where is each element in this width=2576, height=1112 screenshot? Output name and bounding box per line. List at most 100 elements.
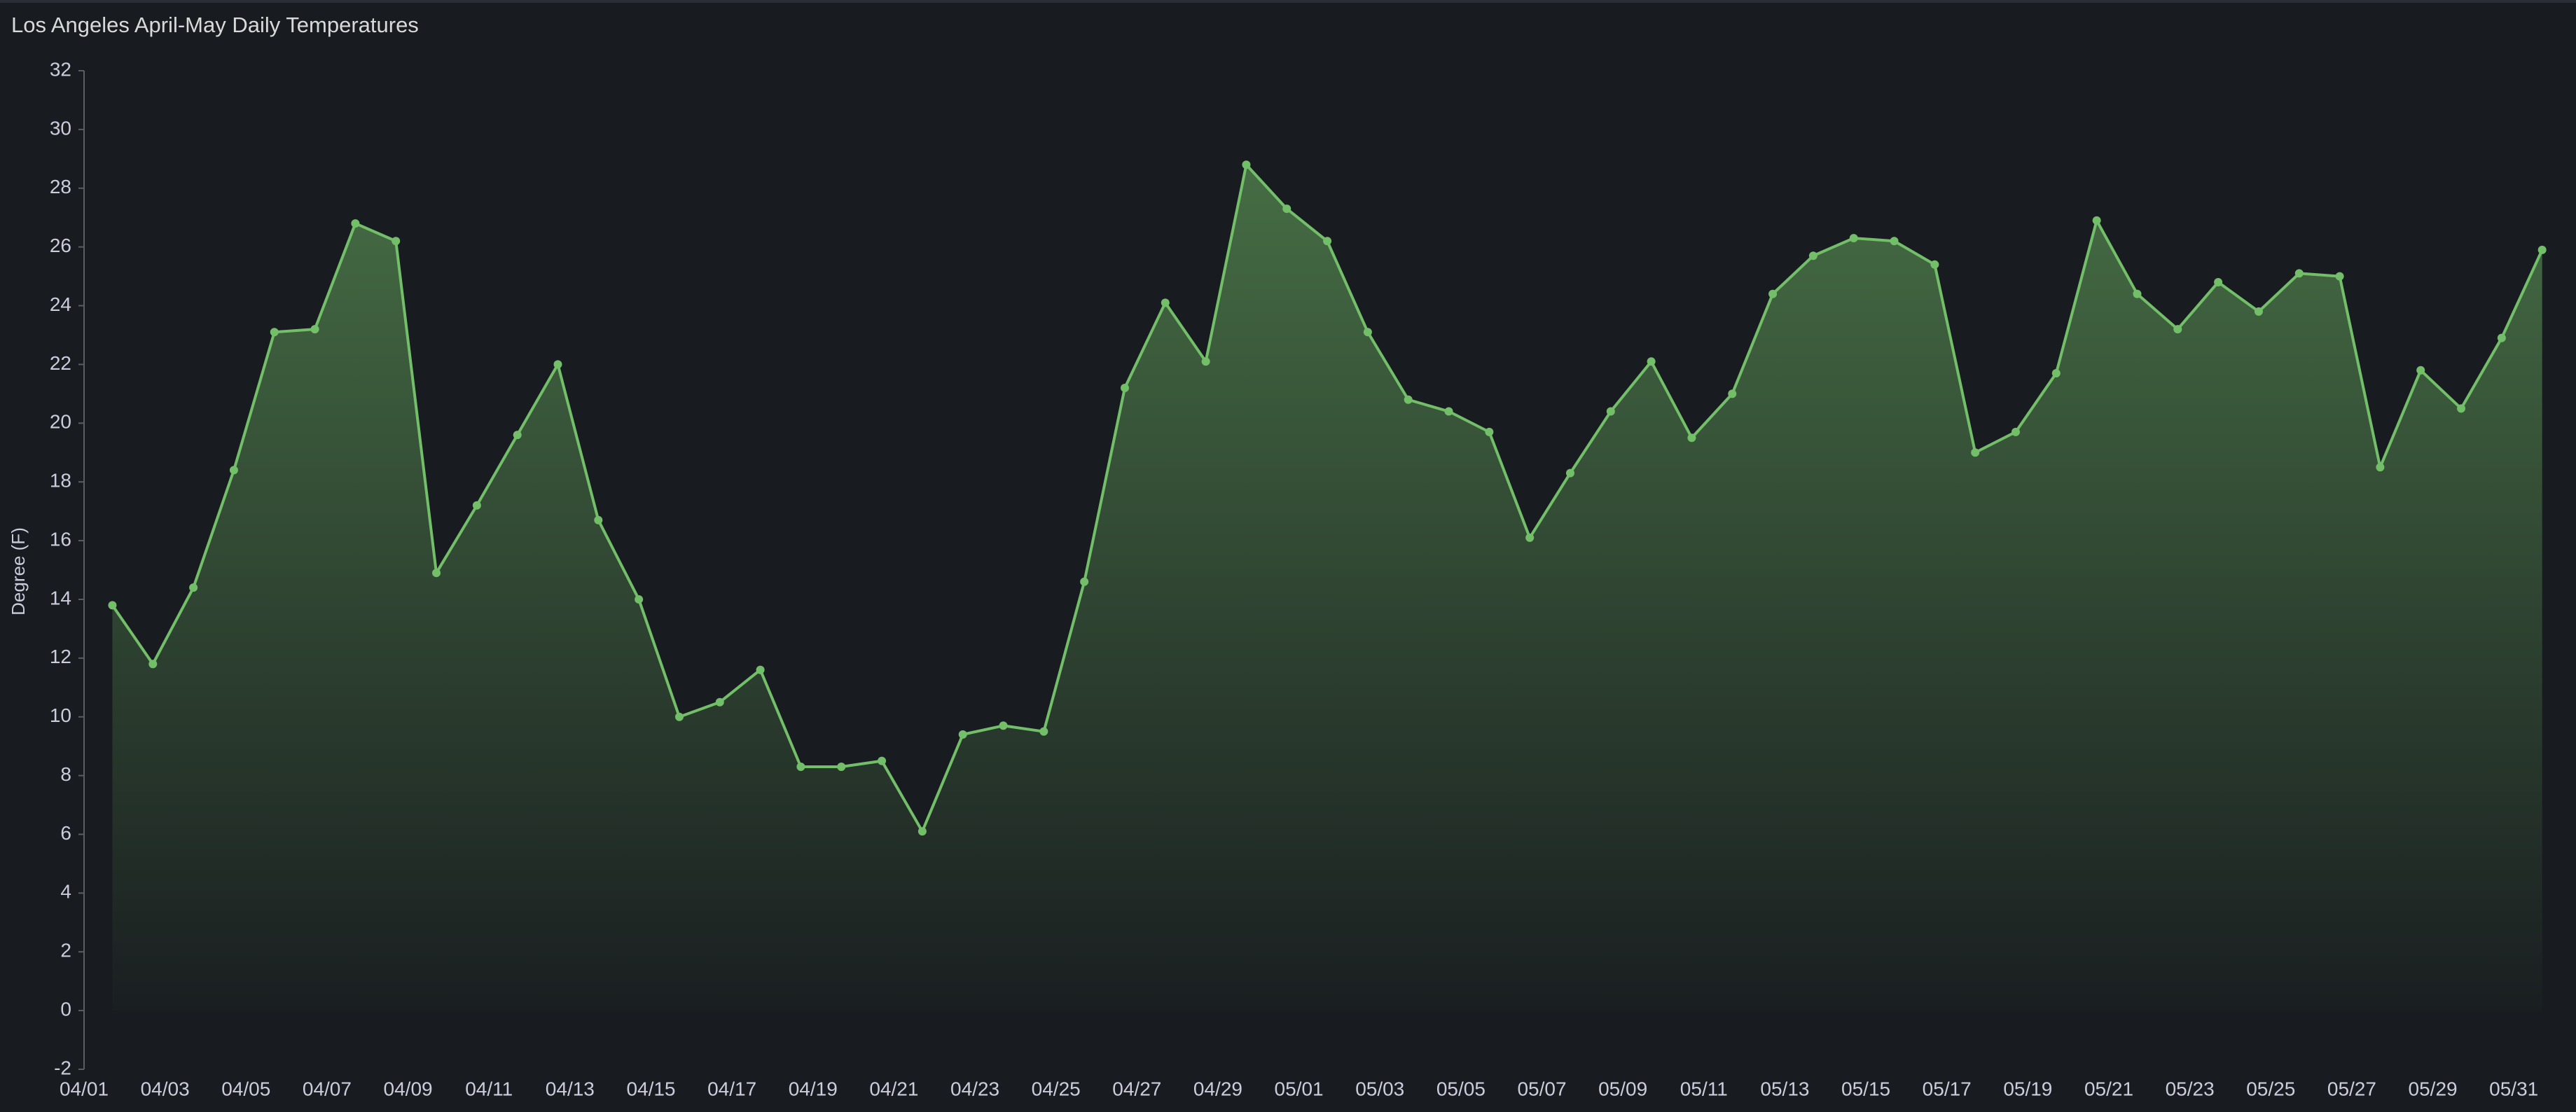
area xyxy=(112,165,2542,1011)
x-tick-label: 05/07 xyxy=(1517,1078,1566,1099)
panel-border xyxy=(0,0,2576,3)
point xyxy=(148,660,158,669)
point xyxy=(189,583,198,592)
y-tick-label: 6 xyxy=(60,822,71,844)
point xyxy=(1808,251,1817,260)
x-tick-label: 05/11 xyxy=(1680,1078,1728,1099)
x-tick-label: 05/05 xyxy=(1436,1078,1486,1099)
y-tick-label: 22 xyxy=(50,352,71,374)
point xyxy=(1323,237,1332,246)
point xyxy=(229,466,238,475)
point xyxy=(958,730,967,739)
point xyxy=(2497,333,2506,342)
point xyxy=(1404,395,1413,404)
y-tick-label: 8 xyxy=(60,763,71,785)
point xyxy=(2173,325,2182,334)
y-tick-label: 32 xyxy=(50,58,71,80)
point xyxy=(1849,234,1858,243)
point xyxy=(2335,272,2344,281)
point xyxy=(2416,366,2425,375)
x-tick-label: 05/01 xyxy=(1275,1078,1324,1099)
x-tick-label: 05/31 xyxy=(2489,1078,2538,1099)
y-tick-label: 16 xyxy=(50,528,71,550)
point xyxy=(2537,245,2547,254)
point xyxy=(553,360,562,369)
point xyxy=(1647,357,1656,366)
point xyxy=(310,325,319,334)
x-tick-label: 04/03 xyxy=(141,1078,190,1099)
point xyxy=(1161,298,1170,307)
point xyxy=(1282,204,1292,214)
point xyxy=(1565,468,1574,478)
y-tick-label: 28 xyxy=(50,176,71,197)
point xyxy=(2214,277,2223,286)
point xyxy=(1242,160,1251,169)
point xyxy=(1971,448,1980,457)
point xyxy=(2294,269,2304,278)
point xyxy=(1363,328,1372,337)
point xyxy=(1120,383,1129,392)
point xyxy=(1606,407,1615,416)
x-tick-label: 05/09 xyxy=(1598,1078,1647,1099)
point xyxy=(1080,577,1089,586)
x-tick-label: 04/27 xyxy=(1112,1078,1161,1099)
x-tick-label: 04/29 xyxy=(1193,1078,1242,1099)
x-tick-label: 04/05 xyxy=(221,1078,270,1099)
point xyxy=(917,827,927,836)
point xyxy=(2051,368,2061,377)
point xyxy=(837,763,846,772)
x-tick-label: 05/29 xyxy=(2409,1078,2458,1099)
point xyxy=(2376,463,2385,472)
y-tick-label: 26 xyxy=(50,235,71,256)
point xyxy=(270,328,279,337)
point xyxy=(756,665,765,674)
y-tick-label: -2 xyxy=(54,1057,71,1078)
point xyxy=(1768,289,1778,298)
point xyxy=(513,431,522,440)
x-tick-label: 04/21 xyxy=(869,1078,918,1099)
x-tick-label: 04/13 xyxy=(546,1078,595,1099)
x-tick-label: 04/01 xyxy=(60,1078,109,1099)
point xyxy=(674,712,684,721)
point xyxy=(1485,427,1494,436)
y-tick-label: 24 xyxy=(50,293,71,315)
point xyxy=(1444,407,1453,416)
x-tick-label: 04/23 xyxy=(950,1078,999,1099)
x-tick-label: 04/11 xyxy=(465,1078,513,1099)
point xyxy=(1039,727,1048,736)
x-tick-label: 04/19 xyxy=(789,1078,838,1099)
x-tick-label: 04/15 xyxy=(626,1078,675,1099)
point xyxy=(2254,307,2263,316)
point xyxy=(594,515,603,524)
y-tick-label: 12 xyxy=(50,646,71,667)
x-tick-label: 05/03 xyxy=(1355,1078,1404,1099)
x-tick-label: 04/17 xyxy=(707,1078,756,1099)
x-tick-label: 05/13 xyxy=(1760,1078,1809,1099)
point xyxy=(715,697,724,707)
y-tick-label: 2 xyxy=(60,940,71,961)
point xyxy=(999,721,1008,730)
x-tick-label: 05/15 xyxy=(1841,1078,1890,1099)
point xyxy=(2457,404,2466,413)
x-tick-label: 05/21 xyxy=(2084,1078,2133,1099)
x-tick-label: 04/09 xyxy=(384,1078,433,1099)
point xyxy=(1890,237,1899,246)
x-tick-label: 05/25 xyxy=(2246,1078,2295,1099)
y-tick-label: 18 xyxy=(50,470,71,492)
x-tick-label: 05/27 xyxy=(2327,1078,2376,1099)
chart-title: Los Angeles April-May Daily Temperatures xyxy=(11,13,419,37)
point xyxy=(472,501,481,510)
y-tick-label: 20 xyxy=(50,411,71,433)
point xyxy=(796,763,805,772)
point xyxy=(2133,289,2142,298)
point xyxy=(1687,433,1696,443)
y-tick-label: 14 xyxy=(50,587,71,609)
point xyxy=(635,595,644,604)
y-tick-label: 0 xyxy=(60,999,71,1020)
point xyxy=(1525,533,1535,542)
point xyxy=(2011,427,2021,436)
point xyxy=(1201,357,1210,366)
x-tick-label: 04/25 xyxy=(1032,1078,1081,1099)
